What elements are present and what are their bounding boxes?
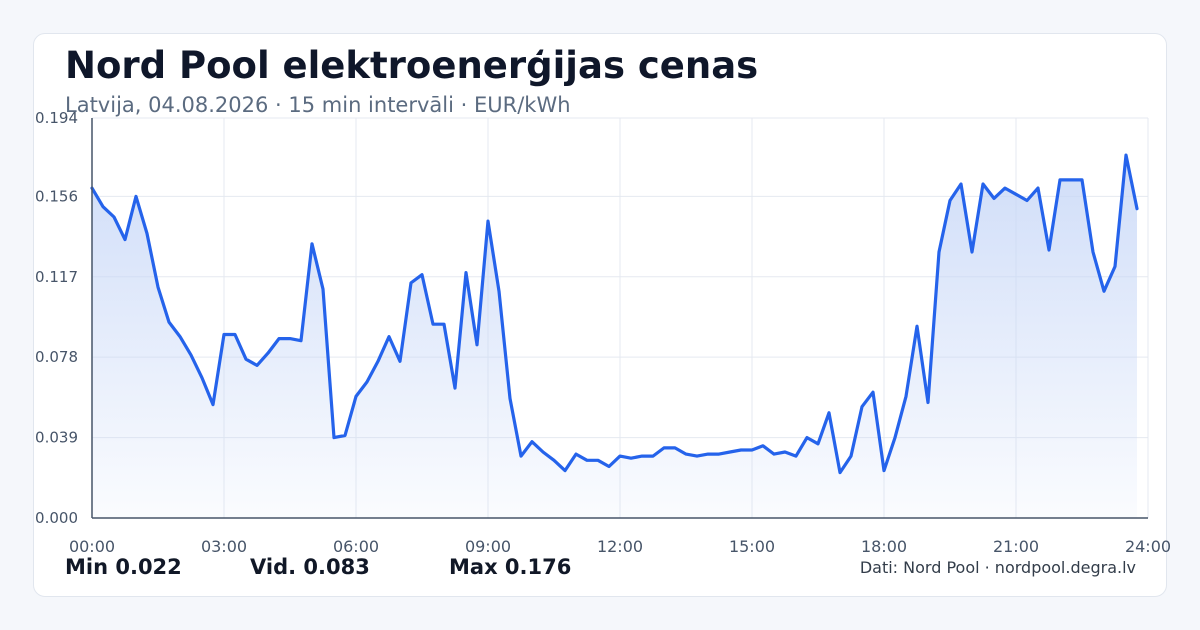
x-tick-label: 03:00 (201, 537, 247, 556)
x-tick-label: 12:00 (597, 537, 643, 556)
x-tick-labels: 00:00 03:00 06:00 09:00 12:00 15:00 18:00 21:00… (69, 537, 1171, 556)
stat-average: Vid. 0.083 (250, 555, 370, 579)
y-tick-label: 0.078 (35, 348, 78, 366)
area-fill (92, 155, 1137, 518)
x-tick-label: 24:00 (1125, 537, 1171, 556)
y-tick-labels: 0.000 0.039 0.078 0.117 0.156 0.194 (35, 109, 78, 527)
y-tick-label: 0.117 (35, 268, 78, 286)
x-tick-label: 00:00 (69, 537, 115, 556)
x-tick-label: 15:00 (729, 537, 775, 556)
y-tick-label: 0.039 (35, 429, 78, 447)
stat-min: Min 0.022 (65, 555, 182, 579)
data-source: Dati: Nord Pool · nordpool.degra.lv (859, 558, 1136, 577)
x-tick-label: 21:00 (993, 537, 1039, 556)
y-tick-label: 0.156 (35, 187, 78, 205)
x-tick-label: 09:00 (465, 537, 511, 556)
axes (91, 118, 1148, 519)
x-tick-label: 18:00 (861, 537, 907, 556)
page-subtitle: Latvija, 04.08.2026 · 15 min intervāli ·… (65, 93, 571, 117)
area-path (92, 155, 1137, 518)
price-series (90, 153, 1139, 475)
price-line (90, 153, 1139, 475)
x-tick-label: 06:00 (333, 537, 379, 556)
page-title: Nord Pool elektroenerģijas cenas (65, 44, 759, 87)
y-tick-label: 0.000 (35, 509, 78, 527)
y-tick-label: 0.194 (35, 109, 78, 127)
stat-max: Max 0.176 (449, 555, 572, 579)
